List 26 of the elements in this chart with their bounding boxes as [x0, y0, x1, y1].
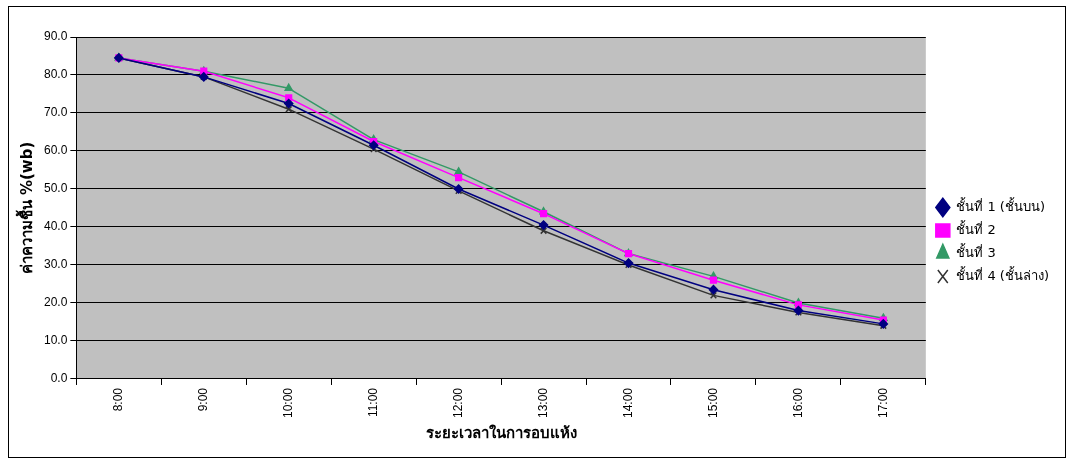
legend-label: ชั้นที่ 1 (ชั้นบน)	[956, 196, 1046, 214]
y-tick-label: 50.0	[44, 181, 68, 196]
y-tick-label: 10.0	[44, 333, 68, 348]
y-tick-label: 70.0	[44, 105, 68, 120]
legend-label: ชั้นที่ 2	[956, 219, 996, 237]
x-tick-label: 9:00	[196, 387, 211, 412]
y-tick-label: 30.0	[44, 257, 68, 272]
x-tick-label: 17:00	[875, 387, 890, 418]
x-tick-label: 10:00	[281, 387, 296, 418]
x-tick-label: 16:00	[790, 387, 805, 418]
legend-label: ชั้นที่ 3	[956, 242, 996, 260]
x-axis-title: ระยะเวลาในการอบแห้ง	[425, 423, 577, 442]
y-axis-title: ค่าความชื้น %(wb)	[14, 141, 36, 275]
y-tick-label: 80.0	[44, 67, 68, 82]
x-tick-label: 11:00	[365, 387, 380, 418]
legend-label: ชั้นที่ 4 (ชั้นล่าง)	[956, 265, 1050, 283]
y-tick-label: 40.0	[44, 219, 68, 234]
y-tick-label: 20.0	[44, 295, 68, 310]
x-tick-label: 14:00	[620, 387, 635, 418]
x-tick-label: 12:00	[450, 387, 465, 418]
y-tick-label: 60.0	[44, 143, 68, 158]
x-tick-label: 15:00	[705, 387, 720, 418]
y-tick-label: 0.0	[50, 371, 68, 386]
y-tick-label: 90.0	[44, 29, 68, 44]
x-tick-label: 13:00	[535, 387, 550, 418]
x-tick-label: 8:00	[111, 387, 126, 412]
